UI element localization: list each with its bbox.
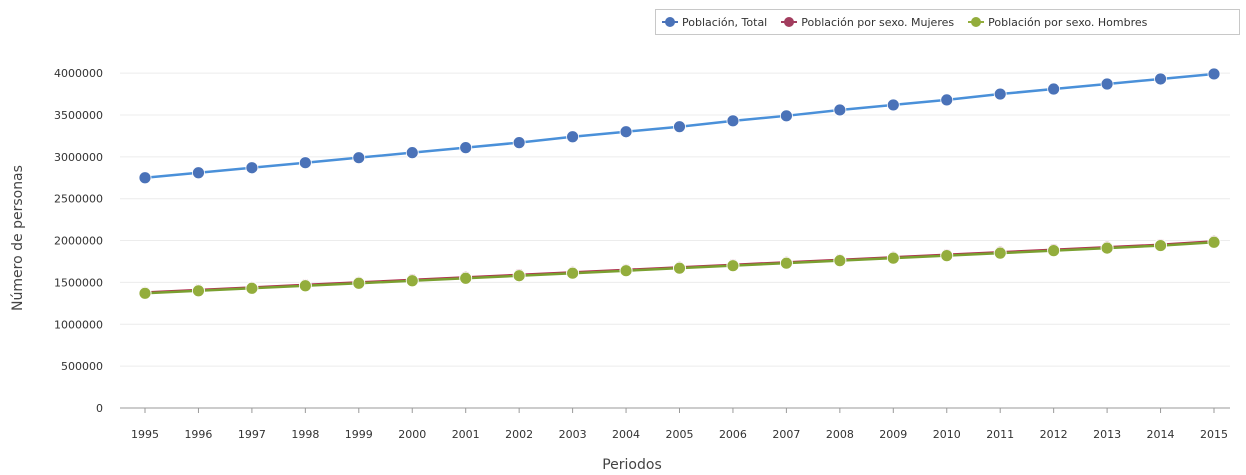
x-tick-label: 2015 (1200, 428, 1228, 441)
data-point[interactable] (245, 161, 259, 175)
x-tick-label: 2000 (398, 428, 426, 441)
data-point[interactable] (993, 246, 1007, 260)
data-point[interactable] (673, 261, 686, 275)
data-point[interactable] (619, 264, 633, 278)
series-group (138, 67, 1221, 300)
x-tick-label: 1997 (238, 428, 266, 441)
data-point[interactable] (619, 125, 633, 139)
data-point[interactable] (940, 93, 954, 107)
x-tick-label: 2005 (666, 428, 694, 441)
x-tick-label: 1995 (131, 428, 159, 441)
data-point[interactable] (352, 151, 366, 165)
data-point[interactable] (833, 103, 847, 117)
legend-item[interactable]: Población por sexo. Mujeres (781, 16, 954, 29)
data-point[interactable] (1047, 244, 1061, 258)
data-point[interactable] (833, 254, 847, 268)
data-point[interactable] (298, 156, 312, 170)
data-point[interactable] (512, 136, 526, 150)
data-point[interactable] (1047, 82, 1061, 96)
data-point[interactable] (780, 256, 793, 270)
x-tick-label: 2010 (933, 428, 961, 441)
x-tick-label: 2007 (772, 428, 800, 441)
data-point[interactable] (1207, 67, 1221, 81)
x-tick-label: 2009 (879, 428, 907, 441)
x-tick-label: 1998 (291, 428, 319, 441)
legend: Población, Total Población por sexo. Muje… (655, 9, 1240, 35)
x-tick-label: 2011 (986, 428, 1014, 441)
data-point[interactable] (405, 274, 419, 288)
data-point[interactable] (886, 251, 900, 265)
x-tick-label: 2003 (559, 428, 587, 441)
grid-lines (120, 72, 1230, 367)
x-tick-label: 2002 (505, 428, 533, 441)
legend-marker-icon (781, 17, 798, 27)
data-point[interactable] (459, 141, 473, 155)
data-point[interactable] (512, 269, 526, 283)
legend-item[interactable]: Población, Total (662, 16, 767, 29)
data-point[interactable] (566, 266, 579, 280)
data-point[interactable] (1100, 241, 1114, 255)
axes (120, 407, 1230, 413)
x-tick-label: 2001 (452, 428, 480, 441)
data-point[interactable] (192, 284, 205, 298)
data-point[interactable] (192, 166, 205, 180)
x-tick-label: 1999 (345, 428, 373, 441)
y-tick-label: 2000000 (54, 235, 103, 248)
data-point[interactable] (352, 276, 366, 290)
data-point[interactable] (726, 259, 740, 273)
legend-marker-icon (662, 17, 678, 27)
x-tick-labels: 1995 1996 1997 1998 1999 2000 2001 2002 2003 2004… (131, 428, 1228, 441)
legend-label: Población por sexo. Hombres (988, 15, 1148, 29)
data-point[interactable] (138, 286, 152, 300)
y-tick-labels: 0 500000 1000000 1500000 2000000 2500000 30000… (54, 67, 103, 415)
y-tick-label: 0 (96, 402, 103, 415)
data-point[interactable] (993, 87, 1007, 101)
y-tick-label: 500000 (61, 360, 103, 373)
x-tick-label: 2014 (1147, 428, 1175, 441)
data-point[interactable] (245, 281, 259, 295)
y-tick-label: 3500000 (54, 109, 103, 122)
data-point[interactable] (1207, 235, 1221, 249)
y-axis-title: Número de personas (10, 165, 26, 311)
y-tick-label: 3000000 (54, 151, 103, 164)
legend-marker-icon (968, 17, 985, 27)
y-tick-label: 2500000 (54, 193, 103, 206)
y-tick-label: 1000000 (54, 318, 103, 331)
data-point[interactable] (1154, 72, 1167, 86)
x-tick-label: 1996 (184, 428, 212, 441)
legend-label: Población por sexo. Mujeres (801, 15, 955, 29)
data-point[interactable] (566, 130, 579, 144)
x-tick-label: 2012 (1040, 428, 1068, 441)
y-tick-label: 4000000 (54, 67, 103, 80)
data-point[interactable] (298, 279, 312, 293)
data-point[interactable] (940, 249, 954, 263)
x-tick-label: 2006 (719, 428, 747, 441)
data-point[interactable] (1154, 239, 1167, 252)
legend-label: Población, Total (682, 15, 768, 29)
data-point[interactable] (673, 120, 686, 134)
data-point[interactable] (459, 271, 473, 285)
data-point[interactable] (1100, 77, 1114, 91)
data-point[interactable] (886, 98, 900, 112)
data-point[interactable] (138, 171, 152, 185)
data-point[interactable] (780, 109, 793, 123)
x-tick-label: 2008 (826, 428, 854, 441)
data-point[interactable] (405, 146, 419, 160)
x-axis-title: Periodos (602, 457, 662, 473)
x-tick-label: 2013 (1093, 428, 1121, 441)
y-tick-label: 1500000 (54, 276, 103, 289)
legend-item[interactable]: Población por sexo. Hombres (968, 16, 1147, 29)
x-tick-label: 2004 (612, 428, 640, 441)
data-point[interactable] (726, 114, 740, 128)
